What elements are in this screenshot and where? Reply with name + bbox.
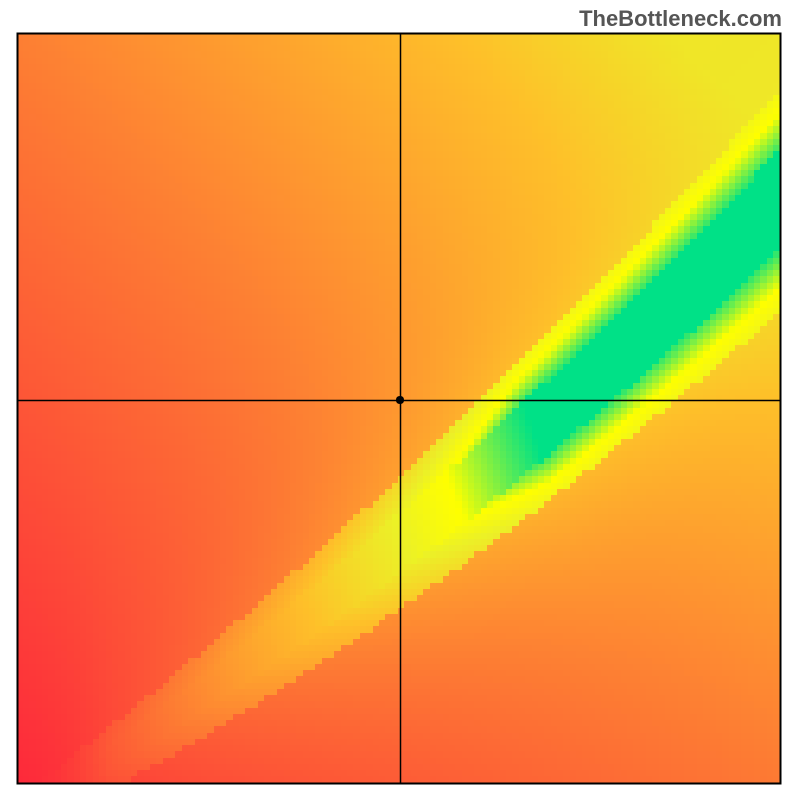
chart-container: TheBottleneck.com <box>0 0 800 800</box>
bottleneck-heatmap <box>0 0 800 800</box>
watermark-text: TheBottleneck.com <box>579 6 782 32</box>
